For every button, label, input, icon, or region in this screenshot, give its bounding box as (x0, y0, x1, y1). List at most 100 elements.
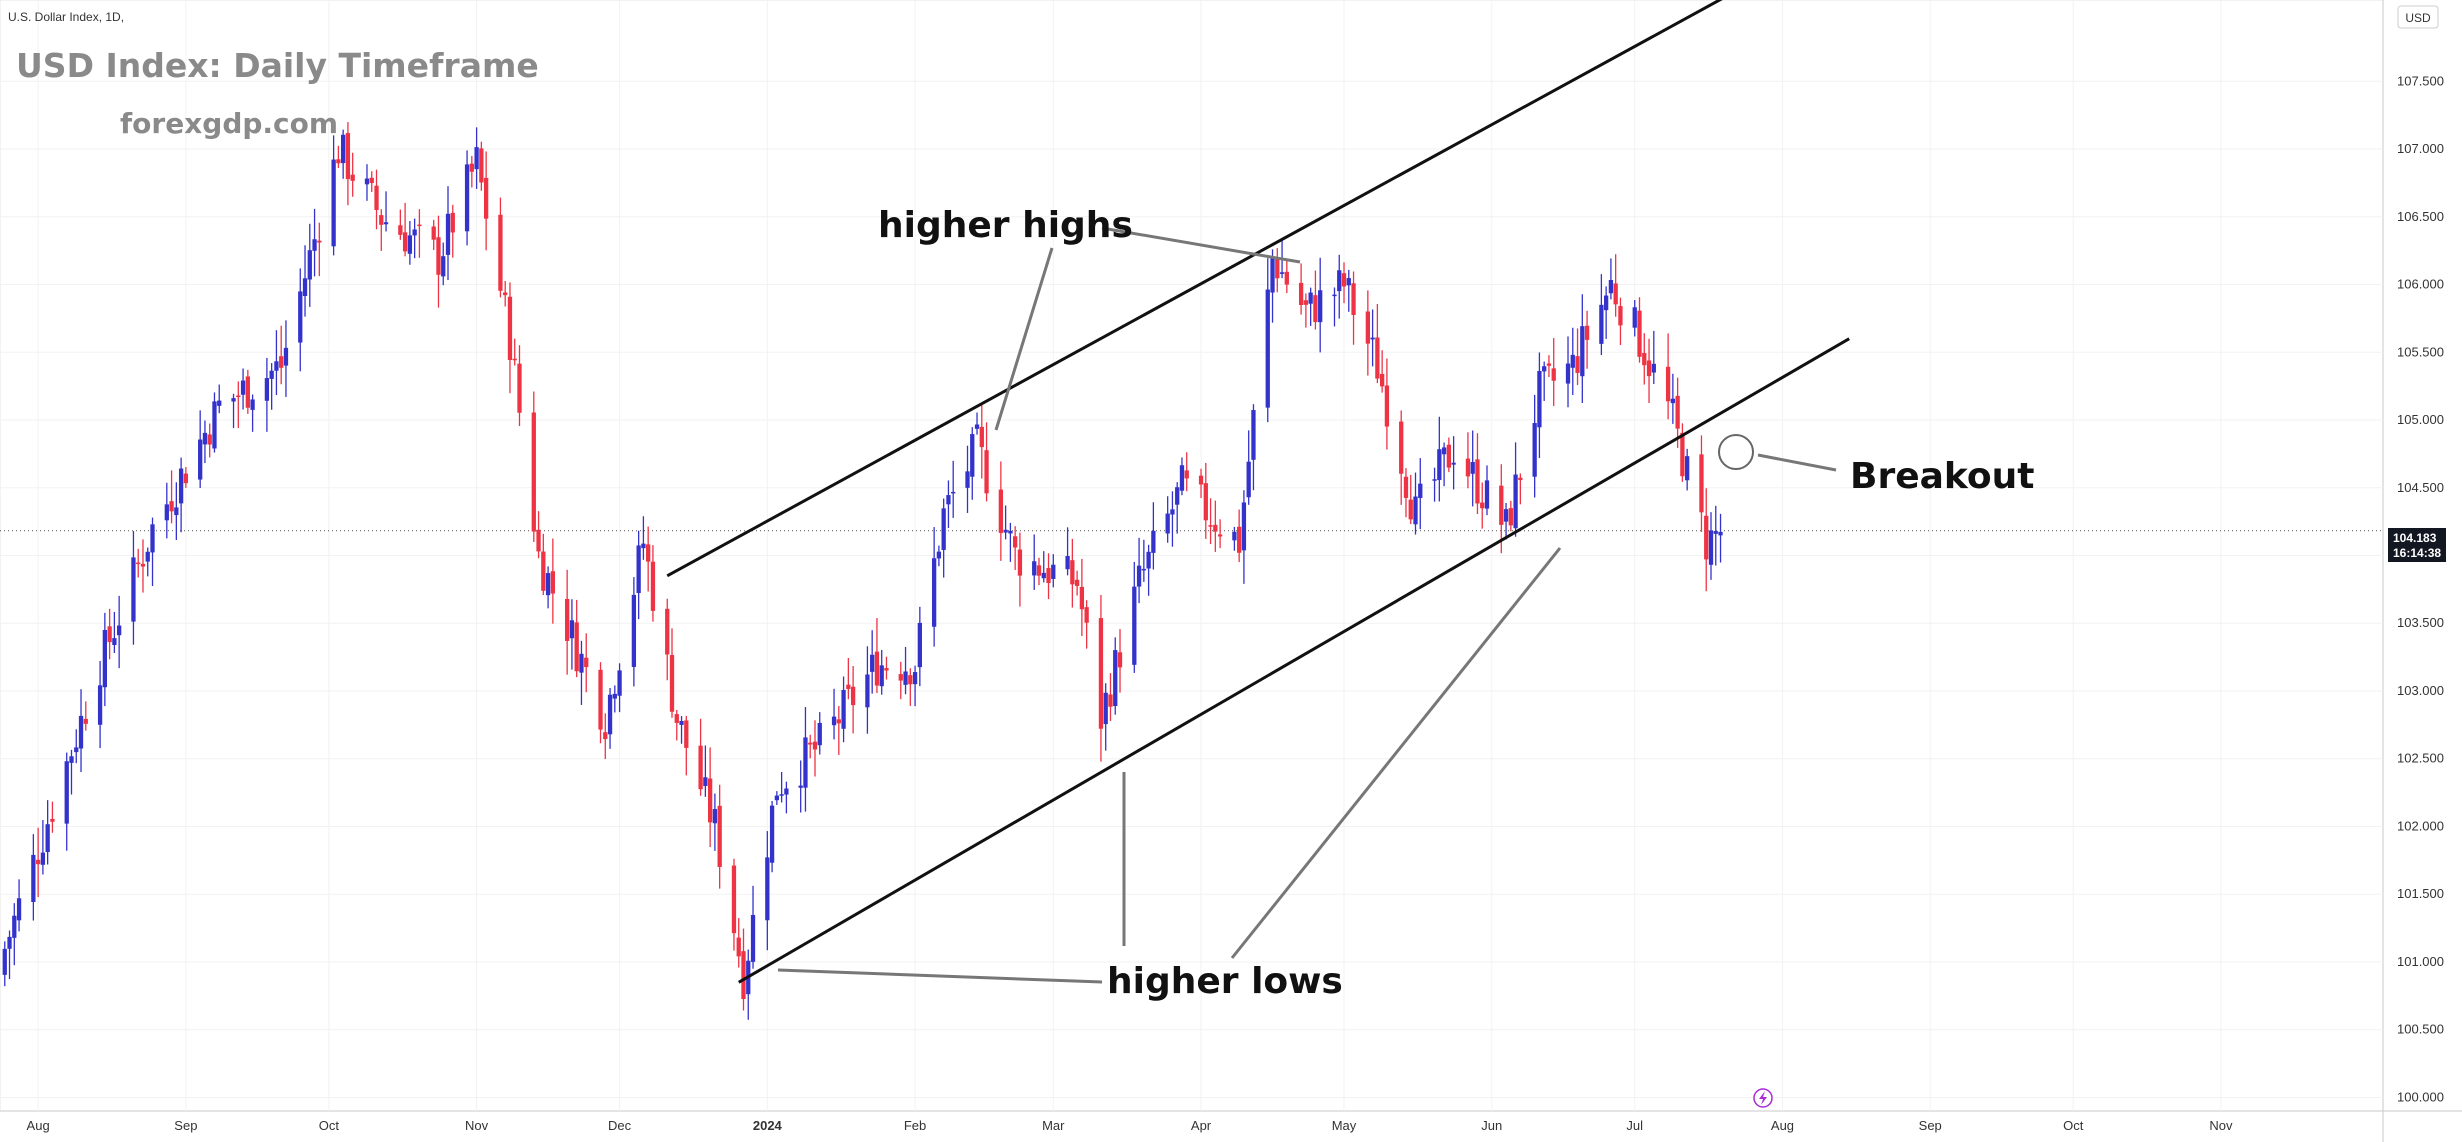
candle[interactable] (545, 566, 551, 609)
candle[interactable] (1570, 327, 1575, 396)
candle[interactable] (2, 941, 7, 987)
candle[interactable] (1518, 473, 1523, 505)
candle[interactable] (1441, 442, 1447, 487)
currency-button[interactable] (2397, 5, 2439, 29)
candle[interactable] (1132, 561, 1137, 673)
candle[interactable] (1508, 500, 1513, 532)
candle[interactable] (936, 545, 942, 567)
candle[interactable] (784, 781, 789, 814)
candle[interactable] (1013, 526, 1018, 571)
candle[interactable] (574, 599, 579, 678)
candle[interactable] (64, 752, 69, 851)
candle[interactable] (1046, 553, 1051, 600)
candle[interactable] (1484, 465, 1490, 516)
candle[interactable] (1379, 350, 1385, 393)
candle[interactable] (736, 918, 741, 968)
candle[interactable] (1685, 448, 1690, 491)
candle[interactable] (1432, 467, 1437, 502)
candles-layer[interactable] (2, 122, 1723, 1020)
candle[interactable] (812, 720, 818, 777)
candle[interactable] (1036, 557, 1042, 586)
candle[interactable] (298, 268, 303, 372)
candle[interactable] (1680, 423, 1685, 482)
candle[interactable] (1699, 435, 1704, 532)
candle[interactable] (565, 569, 570, 675)
candle[interactable] (345, 122, 351, 206)
candle[interactable] (517, 345, 522, 427)
candle[interactable] (579, 640, 584, 705)
candle[interactable] (117, 595, 122, 669)
candle[interactable] (1470, 430, 1475, 507)
candle[interactable] (612, 685, 617, 713)
candle[interactable] (1041, 551, 1046, 583)
candle[interactable] (312, 208, 317, 277)
candle[interactable] (865, 646, 870, 734)
candle[interactable] (541, 533, 546, 595)
candle[interactable] (464, 150, 470, 246)
candle[interactable] (965, 445, 970, 513)
candle[interactable] (97, 660, 103, 749)
candle[interactable] (898, 661, 903, 700)
candle[interactable] (1179, 457, 1185, 496)
trendlines-layer[interactable] (666, 0, 1850, 984)
candle[interactable] (1146, 544, 1151, 596)
candle[interactable] (1413, 472, 1418, 535)
candle[interactable] (1437, 416, 1442, 502)
candle[interactable] (1341, 262, 1347, 304)
candle[interactable] (402, 202, 408, 257)
candle[interactable] (874, 618, 880, 694)
candle[interactable] (1713, 505, 1718, 566)
candle[interactable] (1070, 538, 1075, 608)
candle[interactable] (798, 760, 803, 813)
candle[interactable] (140, 539, 146, 593)
candle[interactable] (1603, 286, 1609, 339)
candle[interactable] (1084, 600, 1089, 649)
candle[interactable] (1708, 512, 1714, 580)
candle[interactable] (1141, 539, 1146, 582)
candle[interactable] (145, 547, 150, 577)
candle[interactable] (1098, 595, 1104, 762)
candle[interactable] (407, 221, 413, 265)
candle[interactable] (35, 827, 41, 898)
candle[interactable] (974, 412, 980, 435)
candle[interactable] (1074, 570, 1080, 596)
candle[interactable] (250, 394, 255, 432)
candle[interactable] (1618, 297, 1623, 346)
candle[interactable] (1542, 361, 1547, 401)
candle[interactable] (1665, 333, 1671, 420)
candle[interactable] (698, 718, 703, 796)
candle[interactable] (12, 903, 17, 966)
candle[interactable] (169, 470, 174, 524)
candle[interactable] (1675, 377, 1680, 448)
candle[interactable] (174, 482, 179, 540)
candle[interactable] (436, 215, 441, 308)
candle[interactable] (102, 612, 107, 707)
candle[interactable] (931, 527, 937, 647)
candle[interactable] (946, 480, 951, 529)
candle[interactable] (1565, 336, 1571, 408)
candle[interactable] (379, 209, 384, 251)
candle[interactable] (1051, 554, 1056, 588)
candle[interactable] (474, 127, 479, 189)
candle[interactable] (846, 657, 851, 700)
candle[interactable] (178, 457, 184, 533)
candle[interactable] (1451, 436, 1456, 490)
candle[interactable] (1103, 683, 1108, 751)
candle[interactable] (774, 791, 780, 805)
candle[interactable] (131, 531, 136, 645)
candle[interactable] (1499, 464, 1504, 554)
candle[interactable] (1184, 452, 1189, 492)
candle[interactable] (1136, 537, 1142, 604)
candle[interactable] (264, 357, 270, 432)
candle[interactable] (336, 145, 341, 168)
candle[interactable] (1580, 294, 1585, 404)
candle[interactable] (164, 482, 169, 539)
candle[interactable] (369, 171, 374, 192)
candle[interactable] (1251, 404, 1256, 491)
candle[interactable] (903, 646, 908, 695)
candle[interactable] (979, 403, 984, 479)
candle[interactable] (879, 650, 884, 695)
candle[interactable] (307, 223, 312, 307)
candle[interactable] (202, 420, 208, 464)
candle[interactable] (1475, 433, 1480, 515)
